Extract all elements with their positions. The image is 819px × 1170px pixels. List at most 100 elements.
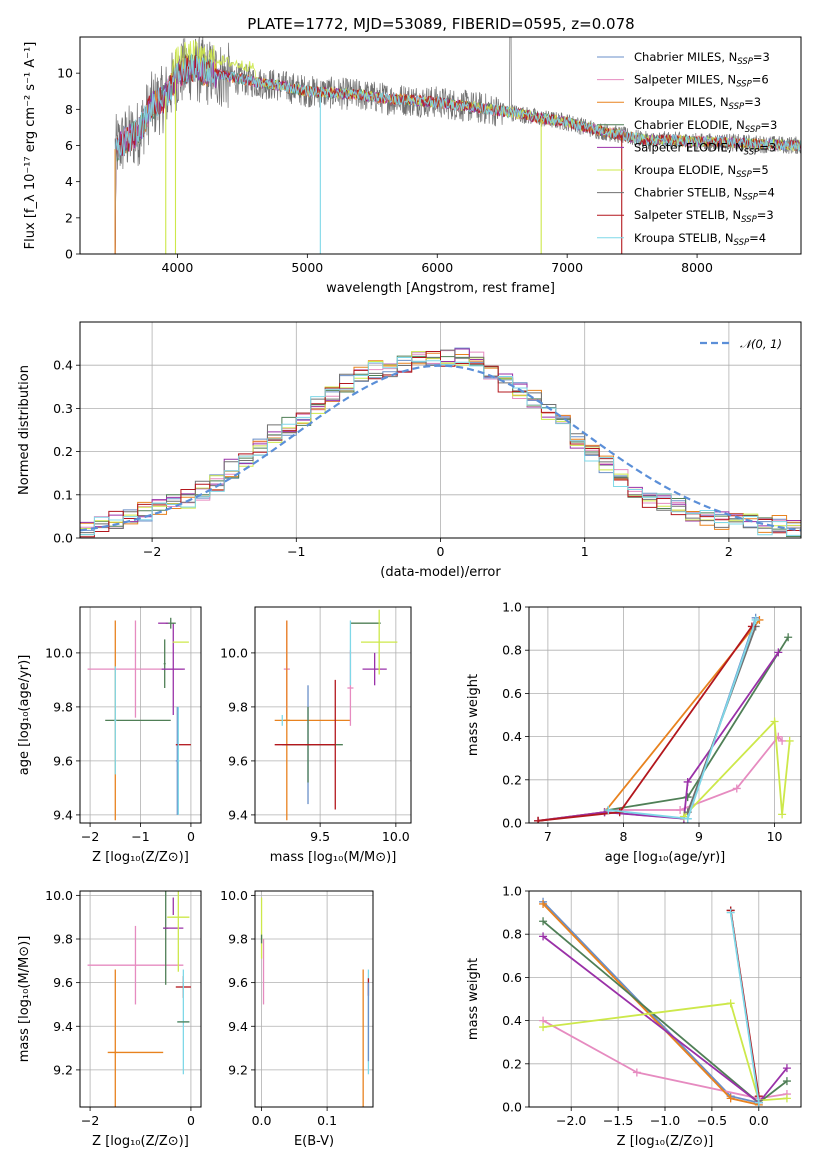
y-tick-label: 9.6 (228, 753, 248, 768)
x-tick-label: 9.5 (310, 829, 330, 844)
model-spectrum-8 (114, 53, 801, 254)
y-tick-label: 1.0 (502, 600, 522, 615)
weight-line (542, 1002, 787, 1102)
weight-line (537, 617, 757, 822)
x-tick-label: 0.1 (317, 1113, 337, 1128)
figure-title: PLATE=1772, MJD=53089, FIBERID=0595, z=0… (247, 15, 634, 33)
y-tick-label: 0.0 (502, 1100, 522, 1115)
x-tick-label: 1 (581, 544, 589, 559)
y-tick-label: 4 (65, 174, 73, 189)
histogram-series (80, 351, 801, 538)
x-tick-label: −2.0 (556, 1113, 586, 1128)
x-tick-label: −1.0 (650, 1113, 680, 1128)
y-tick-label: 9.4 (53, 1019, 73, 1034)
y-tick-label: 10 (57, 66, 73, 81)
legend-label: 𝒩(0, 1) (740, 337, 782, 351)
legend-label: Kroupa ELODIE, NSSP=5 (634, 163, 769, 180)
y-tick-label: 0.4 (53, 358, 73, 373)
mass-weight-vs-Z-xlabel: Z [log₁₀(Z/Z⊙)] (617, 1134, 714, 1149)
residuals-ylabel: Normed distribution (17, 365, 32, 495)
mass-weight-vs-age-panel: 7 8 9 10 0.0 0.2 0.4 0.6 0.8 1.0 age [log₁₀(age/yr… (466, 600, 802, 865)
x-tick-label: 10 (767, 829, 783, 844)
y-tick-label: 0 (65, 247, 73, 262)
weight-marker (539, 1023, 548, 1032)
weight-marker (751, 615, 760, 624)
legend-label: Salpeter MILES, NSSP=6 (634, 73, 769, 90)
y-tick-label: 9.2 (53, 1062, 73, 1077)
x-tick-label: 0.0 (749, 1113, 769, 1128)
y-tick-label: 0.3 (53, 401, 73, 416)
weight-marker (726, 999, 735, 1008)
mass-weight-vs-age-lines (534, 613, 794, 823)
x-tick-label: 0.0 (252, 1113, 272, 1128)
weight-marker (683, 777, 692, 786)
x-tick-label: 2 (725, 544, 733, 559)
mass-weight-vs-Z-lines (539, 897, 791, 1107)
mass-vs-Z-xlabel: Z [log₁₀(Z/Z⊙)] (92, 1134, 189, 1149)
y-tick-label: 9.6 (228, 975, 248, 990)
x-tick-label: 0 (187, 1113, 195, 1128)
x-tick-label: 0 (437, 544, 445, 559)
histogram-series (80, 357, 801, 536)
weight-marker (683, 793, 692, 802)
x-tick-label: −2 (81, 829, 99, 844)
x-tick-label: −1 (287, 544, 305, 559)
y-tick-label: 9.2 (228, 1062, 248, 1077)
age-vs-mass-xlabel: mass [log₁₀(M/M⊙)] (270, 850, 397, 865)
spectrum-ylabel: Flux [f_λ 10⁻¹⁷ erg cm⁻² s⁻¹ A⁻¹] (23, 42, 38, 250)
y-tick-label: 0.4 (502, 729, 522, 744)
weight-marker (604, 806, 613, 815)
y-tick-label: 0.8 (502, 643, 522, 658)
y-tick-label: 9.4 (228, 1019, 248, 1034)
age-vs-Z-xlabel: Z [log₁₀(Z/Z⊙)] (92, 850, 189, 865)
spectrum-xlabel: wavelength [Angstrom, rest frame] (326, 281, 555, 296)
y-tick-label: 9.4 (53, 807, 73, 822)
y-tick-label: 0.8 (502, 927, 522, 942)
y-tick-label: 0.2 (502, 1056, 522, 1071)
y-tick-label: 10.0 (45, 888, 73, 903)
mass-weight-vs-Z-axes (529, 890, 801, 1108)
weight-marker (726, 908, 735, 917)
mass-weight-vs-age-ylabel: mass weight (466, 674, 481, 756)
age-vs-Z-points (87, 617, 191, 821)
weight-marker (534, 816, 543, 823)
weight-marker (782, 1094, 791, 1103)
weight-marker (676, 806, 685, 815)
y-tick-label: 0.1 (53, 487, 73, 502)
y-tick-label: 9.8 (228, 699, 248, 714)
weight-marker (785, 736, 794, 745)
mass-vs-Z-frame (79, 890, 202, 1108)
x-tick-label: 8000 (681, 260, 713, 275)
age-vs-mass-frame (254, 606, 412, 824)
weight-marker (539, 932, 548, 941)
x-tick-label: −1 (131, 829, 149, 844)
age-vs-mass-points (274, 609, 398, 821)
histograms (80, 347, 801, 538)
legend-label: Chabrier ELODIE, NSSP=3 (634, 118, 777, 135)
residuals-panel: −2 −1 0 1 2 0.0 0.1 0.2 0.3 0.4 (data-model)/error… (17, 321, 802, 580)
y-tick-label: 9.8 (53, 699, 73, 714)
y-tick-label: 0.2 (502, 772, 522, 787)
y-tick-label: 0.6 (502, 686, 522, 701)
y-tick-label: 0.6 (502, 970, 522, 985)
y-tick-label: 9.8 (228, 932, 248, 947)
x-tick-label: −0.5 (697, 1113, 727, 1128)
weight-line (542, 901, 760, 1104)
weight-marker (539, 899, 548, 908)
mass-vs-Z-ylabel: mass [log₁₀(M/M⊙)] (17, 936, 32, 1063)
y-tick-label: 9.4 (228, 807, 248, 822)
weight-marker (539, 917, 548, 926)
y-tick-label: 8 (65, 102, 73, 117)
y-tick-label: 10.0 (220, 645, 248, 660)
mass-vs-ebv-xlabel: E(B-V) (294, 1134, 334, 1149)
mass-vs-ebv-points (260, 897, 370, 1107)
y-tick-label: 0.2 (53, 444, 73, 459)
legend-label: Salpeter STELIB, NSSP=3 (634, 208, 774, 225)
normal-curve (80, 364, 801, 532)
mass-vs-Z-panel: −2 0 9.2 9.4 9.6 9.8 10.0 Z [log₁₀(Z/Z⊙)] mass [… (17, 888, 202, 1149)
weight-marker (784, 633, 793, 642)
mass-vs-ebv-frame (254, 890, 374, 1108)
x-tick-label: 8 (619, 829, 627, 844)
legend-label: Kroupa MILES, NSSP=3 (634, 95, 761, 112)
